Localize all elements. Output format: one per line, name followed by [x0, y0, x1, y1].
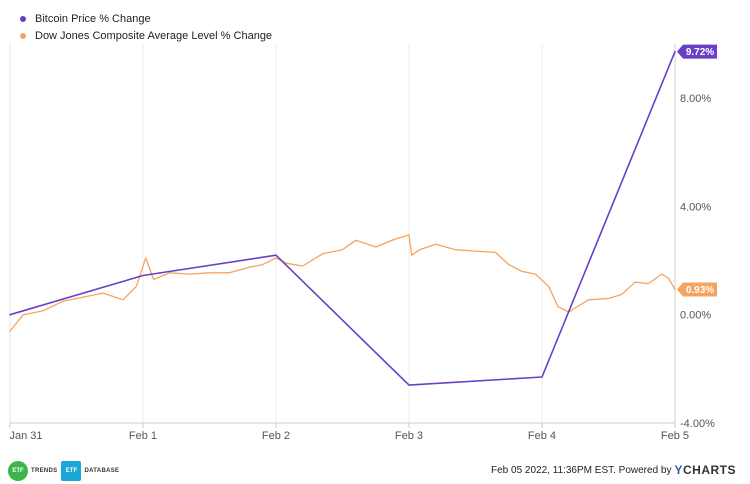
- y-tick-label: 8.00%: [680, 93, 711, 105]
- legend-label-dow: Dow Jones Composite Average Level % Chan…: [35, 29, 273, 42]
- legend-marker-bitcoin: [20, 15, 26, 22]
- ycharts-logo-rest: CHARTS: [683, 463, 736, 477]
- x-tick-label: Feb 2: [262, 430, 290, 442]
- end-tag-bitcoin: [677, 44, 717, 59]
- legend-item-dow[interactable]: Dow Jones Composite Average Level % Chan…: [20, 27, 272, 44]
- series-line-bitcoin: [9, 50, 676, 386]
- x-tick-label: Feb 5: [661, 430, 689, 442]
- ycharts-logo[interactable]: YCHARTS: [674, 463, 736, 477]
- ycharts-logo-y: Y: [674, 463, 683, 477]
- legend-marker-dow: [20, 32, 26, 39]
- y-tick-label: -4.00%: [680, 418, 715, 430]
- etf-trends-logo-icon: ETF: [8, 461, 28, 481]
- y-tick-label: 4.00%: [680, 201, 711, 213]
- legend-item-bitcoin[interactable]: Bitcoin Price % Change: [20, 10, 272, 27]
- y-tick-label: 0.00%: [680, 310, 711, 322]
- grid-layer: [9, 44, 676, 423]
- legend-label-bitcoin: Bitcoin Price % Change: [35, 12, 151, 25]
- series-line-dow: [9, 234, 676, 332]
- end-tag-label-dow: 0.93%: [686, 285, 714, 296]
- end-tag-dow: [677, 282, 717, 297]
- legend: Bitcoin Price % Change Dow Jones Composi…: [20, 10, 272, 44]
- logo-group: ETF TRENDS ETF DATABASE: [8, 461, 123, 481]
- logo2-word: DATABASE: [84, 468, 120, 474]
- axis-layer: Jan 31 Feb 1 Feb 2 Feb 3 Feb 4 Feb 5 8.00% 4.00…: [9, 93, 715, 442]
- x-tick-label: Feb 4: [528, 430, 556, 442]
- series-layer: [9, 50, 676, 386]
- credit: Feb 05 2022, 11:36PM EST. Powered by YCH…: [491, 463, 736, 477]
- end-tag-label-bitcoin: 9.72%: [686, 47, 714, 58]
- x-tick-label: Feb 1: [129, 430, 157, 442]
- logo1-word: TRENDS: [31, 468, 58, 474]
- etf-database-logo-icon: ETF: [61, 461, 82, 481]
- logo2-badge-text: ETF: [65, 468, 78, 474]
- end-tags-layer: 9.72% 0.93%: [677, 44, 717, 297]
- x-tick-label: Feb 3: [395, 430, 423, 442]
- timestamp: Feb 05 2022, 11:36PM EST. Powered by: [491, 464, 672, 476]
- footer: ETF TRENDS ETF DATABASE Feb 05 2022, 11:…: [0, 454, 750, 484]
- x-tick-label: Jan 31: [9, 430, 42, 442]
- logo1-badge-text: ETF: [12, 468, 24, 474]
